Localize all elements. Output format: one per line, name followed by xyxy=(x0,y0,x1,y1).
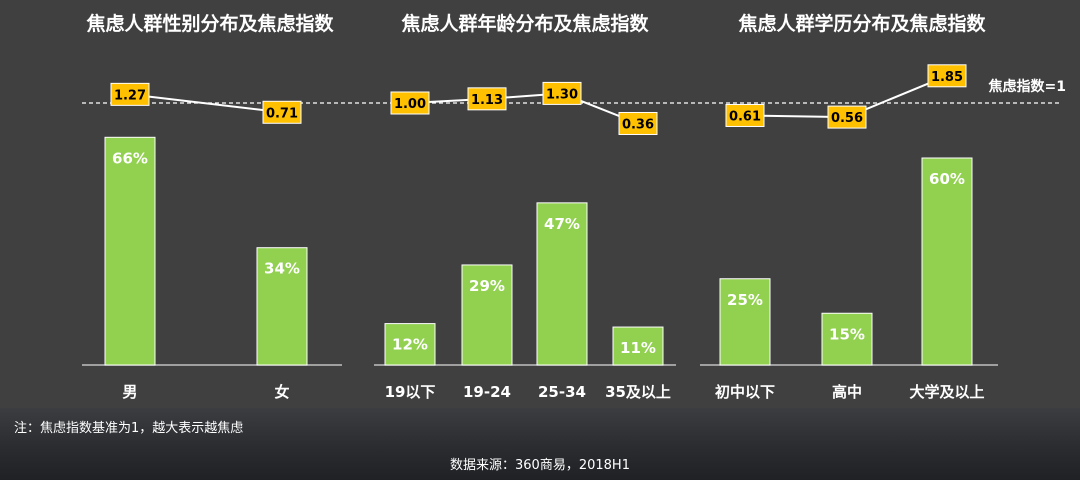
bar-age-0 xyxy=(384,323,436,366)
bar-age-2 xyxy=(536,202,588,366)
source-credit: 数据来源：360商易，2018H1 xyxy=(450,458,630,473)
bar-label-gender-0: 66% xyxy=(112,149,148,167)
bar-label-education-1: 15% xyxy=(829,325,865,343)
category-label-age-0: 19以下 xyxy=(385,383,436,401)
chart-titles: 焦虑人群性别分布及焦虑指数 焦虑人群年龄分布及焦虑指数 焦虑人群学历分布及焦虑指… xyxy=(85,12,986,35)
category-label-education-1: 高中 xyxy=(832,383,862,401)
bars: 66% 男 34% 女 12% 19以下 29% 19-24 47% 25-34 11% 35及以上 2… xyxy=(104,136,985,401)
category-label-gender-1: 女 xyxy=(274,383,289,401)
category-label-education-2: 大学及以上 xyxy=(909,383,984,401)
index-markers: 1.27 0.71 1.00 1.13 1.30 0.36 0.61 0.56 1.85 xyxy=(110,64,967,135)
bar-gender-1 xyxy=(256,247,308,366)
index-value-education-0: 0.61 xyxy=(729,109,761,124)
index-marker-education-0 xyxy=(725,103,765,127)
index-marker-age-3 xyxy=(618,111,658,135)
index-line-age xyxy=(409,92,639,125)
index-marker-age-0 xyxy=(390,91,430,115)
index-value-education-2: 1.85 xyxy=(931,70,963,85)
bar-label-age-3: 11% xyxy=(620,339,656,357)
bar-education-0 xyxy=(719,278,771,366)
chart-title-gender: 焦虑人群性别分布及焦虑指数 xyxy=(85,12,334,35)
category-label-education-0: 初中以下 xyxy=(715,383,775,401)
category-label-gender-0: 男 xyxy=(122,383,137,401)
index-marker-gender-1 xyxy=(262,100,302,124)
bar-label-age-0: 12% xyxy=(392,336,428,354)
bar-education-2 xyxy=(921,157,973,366)
index-value-gender-1: 0.71 xyxy=(266,106,298,121)
category-label-age-3: 35及以上 xyxy=(605,383,671,401)
footer-band xyxy=(0,408,1080,480)
bar-label-education-2: 60% xyxy=(929,170,965,188)
index-line-gender xyxy=(129,93,283,114)
chart-title-age: 焦虑人群年龄分布及焦虑指数 xyxy=(400,12,649,35)
index-value-age-3: 0.36 xyxy=(622,117,654,132)
index-value-education-1: 0.56 xyxy=(831,111,863,126)
footnote: 注：焦虑指数基准为1，越大表示越焦虑 xyxy=(14,421,244,436)
index-value-age-2: 1.30 xyxy=(546,87,578,102)
bar-label-age-1: 29% xyxy=(469,277,505,295)
index-value-age-1: 1.13 xyxy=(471,93,503,108)
bar-label-education-0: 25% xyxy=(727,291,763,309)
category-label-age-1: 19-24 xyxy=(463,383,511,401)
index-value-age-0: 1.00 xyxy=(394,97,426,112)
bar-education-1 xyxy=(821,312,873,366)
category-label-age-2: 25-34 xyxy=(538,383,586,401)
index-value-gender-0: 1.27 xyxy=(114,88,146,103)
bar-label-age-2: 47% xyxy=(544,215,580,233)
index-lines xyxy=(129,74,948,125)
index-marker-age-1 xyxy=(467,87,507,111)
chart-title-education: 焦虑人群学历分布及焦虑指数 xyxy=(737,12,986,35)
index-marker-education-1 xyxy=(827,105,867,129)
bar-label-gender-1: 34% xyxy=(264,260,300,278)
bar-age-3 xyxy=(612,326,664,366)
bar-age-1 xyxy=(461,264,513,366)
index-marker-education-2 xyxy=(927,64,967,88)
reference-label: 焦虑指数=1 xyxy=(988,78,1066,95)
bar-gender-0 xyxy=(104,136,156,366)
index-marker-gender-0 xyxy=(110,82,150,106)
index-marker-age-2 xyxy=(542,81,582,105)
